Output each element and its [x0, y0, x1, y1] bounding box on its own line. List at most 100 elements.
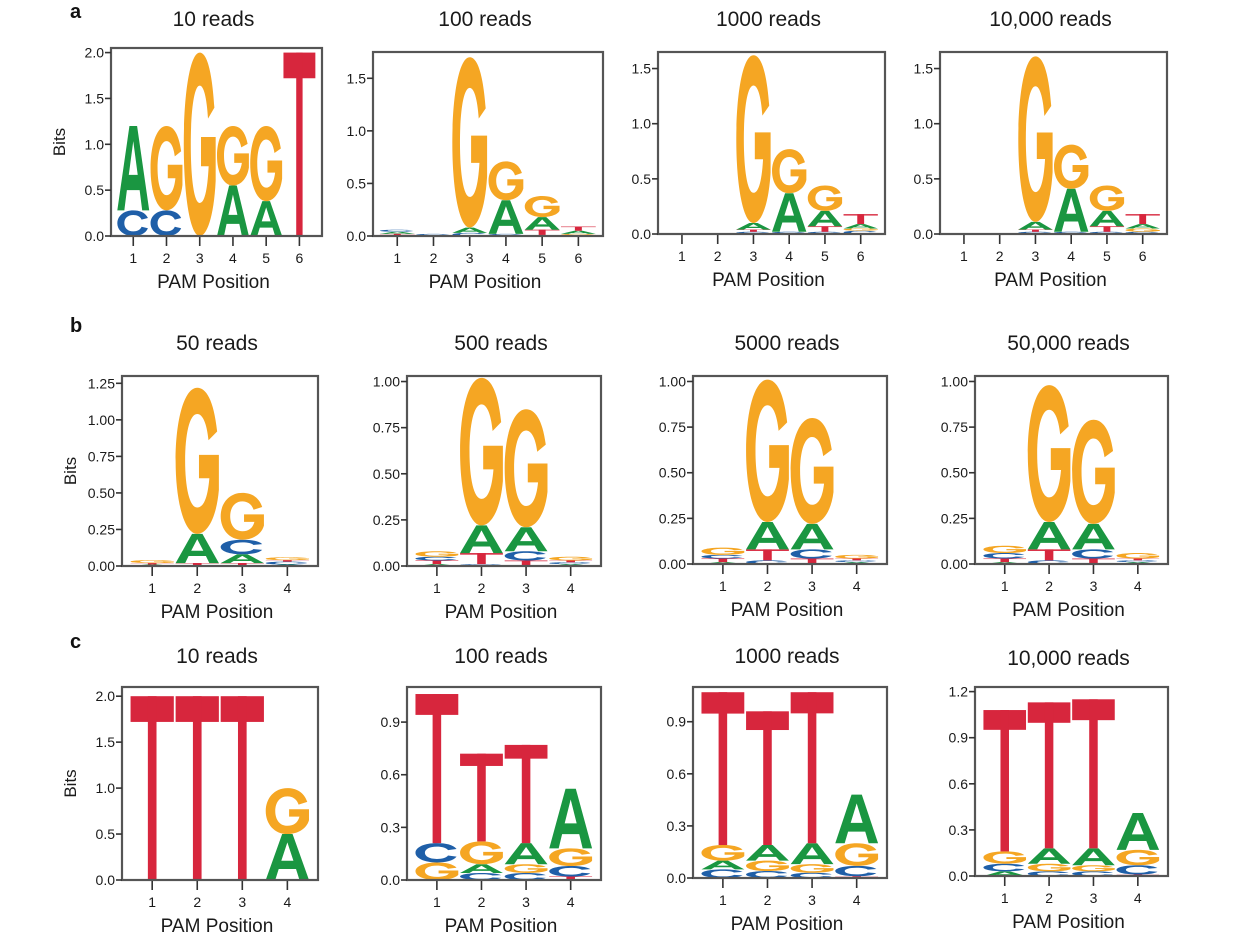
logo-letter-A: [216, 185, 249, 236]
y-tick-label: 0.0: [85, 228, 105, 244]
logo-column: [250, 125, 283, 236]
logo-column: [790, 417, 834, 564]
panel-title: 10,000 reads: [989, 8, 1112, 31]
logo-letter-T: [524, 229, 560, 235]
plot-frame: [120, 374, 320, 568]
x-tick-label: 1: [148, 580, 156, 596]
glyph-A: [1018, 221, 1053, 230]
x-tick-label: 4: [1134, 890, 1142, 906]
glyph-A: [1116, 813, 1160, 850]
y-tick-label: 0.5: [96, 826, 116, 842]
logo-letter-G: [736, 55, 771, 223]
glyph-T-stem: [821, 226, 829, 232]
x-tick-label: 6: [296, 250, 304, 266]
panel-title: 50 reads: [176, 332, 258, 355]
y-tick-label: 0.75: [941, 419, 968, 435]
y-tick-label: 0.5: [632, 171, 652, 187]
glyph-A: [460, 864, 503, 873]
glyph-G: [1018, 56, 1053, 222]
y-tick-label: 0.75: [659, 419, 686, 435]
logo-letter-G: [1018, 56, 1053, 222]
y-tick-label: 0.0: [381, 872, 401, 888]
x-axis-label: PAM Position: [161, 602, 274, 623]
y-tick-label: 0.6: [949, 776, 969, 792]
y-tick-label: 0.5: [914, 171, 934, 187]
y-tick-label: 1.00: [941, 373, 968, 389]
logo-column: [746, 379, 789, 564]
glyph-C: [835, 560, 877, 563]
logo-letter-C: [983, 553, 1025, 559]
x-tick-label: 4: [229, 250, 237, 266]
glyph-A: [1027, 522, 1071, 550]
glyph-A: [835, 794, 879, 844]
glyph-A: [701, 860, 745, 870]
x-axis-label: PAM Position: [1012, 600, 1125, 621]
logo-letter-G: [524, 196, 560, 218]
y-tick-label: 0.0: [949, 868, 969, 884]
logo-letter-T: [807, 226, 843, 232]
glyph-G: [524, 196, 560, 218]
glyph-A: [460, 525, 503, 554]
logo-letter-A: [265, 834, 309, 880]
glyph-G: [983, 545, 1027, 554]
glyph-C: [415, 843, 457, 863]
glyph-C: [415, 556, 457, 561]
logo-letter-G: [1027, 385, 1071, 523]
logo-stacks: [379, 57, 596, 236]
glyph-T-stem: [147, 563, 157, 565]
y-tick-label: 0.50: [659, 465, 686, 481]
x-tick-label: 1: [960, 248, 968, 264]
glyph-A: [524, 217, 560, 230]
logo-column: [835, 794, 879, 878]
logo-stacks: [701, 692, 879, 878]
x-tick-label: 5: [262, 250, 270, 266]
logo-letter-C: [790, 872, 832, 878]
glyph-G: [746, 860, 789, 872]
logo-letter-A: [452, 227, 488, 233]
glyph-T-stem: [1000, 710, 1009, 852]
glyph-A: [1072, 848, 1115, 866]
x-tick-label: 2: [478, 894, 486, 910]
x-tick-label: 4: [283, 580, 291, 596]
glyph-G: [701, 845, 745, 861]
glyph-T-stem: [538, 229, 546, 235]
x-axis-label: PAM Position: [445, 602, 558, 623]
logo-letter-T: [130, 563, 174, 565]
glyph-A: [560, 230, 596, 234]
logo-letter-A: [1027, 848, 1071, 864]
glyph-G: [265, 788, 309, 835]
logo-letter-G: [701, 547, 745, 555]
x-axis-label: PAM Position: [1012, 912, 1125, 933]
logo-column: [1018, 56, 1053, 234]
logo-column: [843, 214, 878, 234]
glyph-C: [460, 872, 502, 880]
glyph-G: [1116, 553, 1160, 559]
logo-column: [560, 226, 596, 236]
logo-letter-A: [504, 843, 548, 865]
logo-column: [524, 196, 560, 236]
logo-letter-G: [807, 185, 843, 211]
logo-letter-T: [283, 52, 316, 237]
logo-letter-G: [835, 554, 879, 559]
glyph-G: [790, 864, 834, 873]
logo-column: [1089, 185, 1125, 234]
x-tick-label: 1: [433, 580, 441, 596]
logo-letter-T: [130, 696, 174, 880]
logo-column: [183, 52, 216, 237]
logo-stacks: [983, 699, 1160, 876]
logo-letter-C: [701, 869, 743, 878]
x-tick-label: 3: [238, 580, 246, 596]
glyph-A: [746, 845, 789, 861]
logo-letter-A: [379, 231, 415, 234]
logo-letter-A: [560, 230, 596, 234]
logo-letter-C: [415, 556, 457, 561]
logo-letter-T: [736, 229, 771, 232]
plot-frame: [973, 685, 1170, 878]
logo-letter-T: [1027, 549, 1071, 561]
glyph-C: [701, 869, 743, 878]
logo-letter-G: [452, 57, 488, 228]
glyph-C: [790, 549, 832, 559]
x-tick-label: 1: [393, 250, 401, 266]
logo-letter-A: [790, 843, 834, 865]
logo-column: [701, 547, 745, 564]
